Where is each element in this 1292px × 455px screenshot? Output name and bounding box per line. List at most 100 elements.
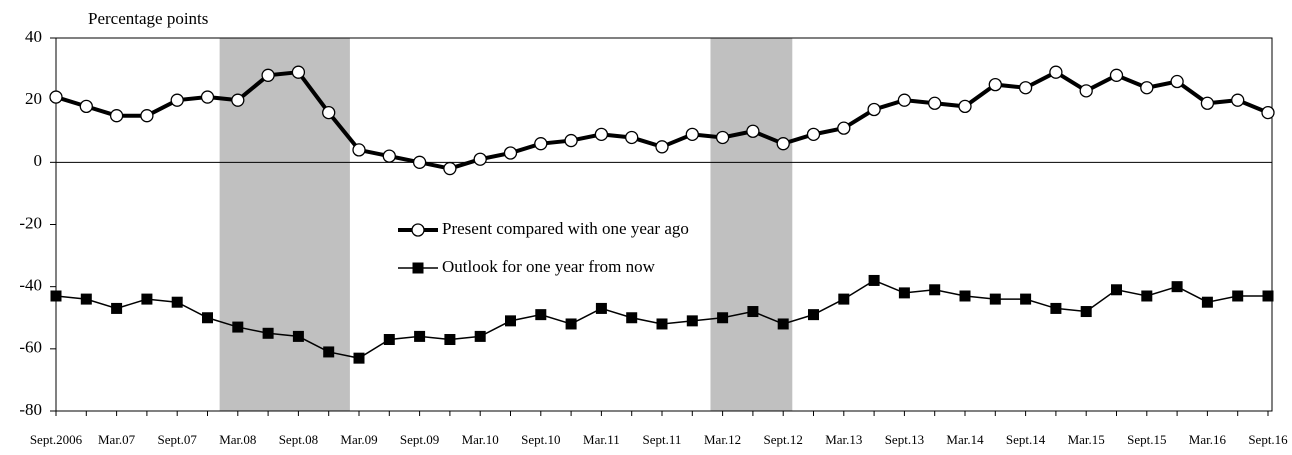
y-tick-label: -80 [19, 400, 42, 419]
point [443, 161, 457, 176]
point [958, 99, 972, 114]
x-tick-label: Sept.08 [279, 432, 318, 447]
point [505, 315, 516, 327]
legend-label: Present compared with one year ago [442, 219, 689, 238]
point [1109, 68, 1124, 82]
x-tick-label: Mar.08 [219, 432, 256, 447]
point [353, 352, 365, 364]
point [777, 318, 789, 330]
x-tick-label: Sept.15 [1127, 432, 1166, 447]
point [897, 93, 912, 107]
x-tick-label: Sept.14 [1006, 432, 1046, 447]
point [292, 330, 304, 342]
x-tick-label: Sept.09 [400, 432, 439, 447]
point [595, 302, 607, 314]
point [49, 90, 63, 104]
legend-label: Outlook for one year from now [442, 257, 656, 276]
y-axis-label: Percentage points [88, 9, 208, 28]
x-tick-label: Sept.10 [521, 432, 560, 447]
point [1171, 281, 1183, 293]
x-tick-label: Sept.16 [1248, 432, 1288, 447]
point [414, 330, 426, 342]
point [534, 137, 548, 151]
point [323, 346, 335, 358]
point [382, 149, 396, 163]
point [746, 124, 760, 138]
point [111, 302, 123, 314]
x-tick-label: Mar.14 [946, 432, 984, 447]
point [959, 290, 971, 302]
x-tick-label: Mar.15 [1068, 432, 1105, 447]
point [867, 102, 881, 117]
point [383, 334, 395, 346]
point [1201, 296, 1213, 308]
point [171, 296, 183, 308]
point [715, 130, 730, 145]
point [898, 287, 910, 299]
point [1141, 290, 1153, 302]
y-tick-label: -20 [19, 213, 42, 232]
point [1170, 74, 1184, 89]
x-tick-label: Sept.13 [885, 432, 924, 447]
point [535, 309, 547, 321]
point [989, 293, 1001, 305]
point [1020, 293, 1032, 305]
point [79, 99, 93, 114]
x-tick-label: Mar.13 [825, 432, 862, 447]
point [1262, 290, 1274, 302]
point [1232, 290, 1244, 302]
point [1231, 93, 1245, 107]
point [170, 93, 184, 107]
x-tick-label: Mar.11 [583, 432, 620, 447]
y-tick-label: -40 [19, 276, 42, 295]
point [808, 309, 819, 321]
point [322, 105, 336, 120]
legend-marker [412, 262, 424, 274]
point [1140, 81, 1154, 95]
shaded-region [710, 38, 793, 411]
point [565, 318, 577, 330]
point [503, 146, 518, 160]
x-tick-label: Sept.12 [764, 432, 803, 447]
point [717, 312, 729, 324]
point [988, 77, 1002, 92]
point [1111, 284, 1122, 296]
point [747, 306, 759, 318]
point [109, 109, 124, 123]
point [261, 68, 275, 82]
point [140, 109, 154, 123]
point [776, 137, 790, 151]
point [262, 327, 274, 339]
x-tick-label: Mar.16 [1189, 432, 1227, 447]
point [625, 130, 639, 145]
x-tick-label: Mar.07 [98, 432, 136, 447]
point [232, 321, 244, 333]
point [1050, 302, 1062, 314]
y-tick-label: 0 [34, 151, 43, 170]
point [1018, 81, 1033, 95]
point [928, 96, 942, 110]
x-tick-label: Mar.12 [704, 432, 741, 447]
y-tick-label: -60 [19, 338, 42, 357]
point [80, 293, 92, 305]
point [564, 133, 578, 148]
x-tick-label: Sept.07 [158, 432, 198, 447]
point [231, 93, 245, 107]
point [594, 127, 609, 142]
point [838, 293, 850, 305]
point [474, 330, 486, 342]
point [1200, 96, 1215, 110]
point [200, 90, 215, 104]
point [50, 290, 62, 302]
point [655, 140, 669, 154]
point [291, 65, 306, 79]
point [685, 127, 699, 142]
point [141, 293, 153, 305]
point [626, 312, 638, 324]
point [1049, 65, 1063, 79]
point [1079, 84, 1093, 98]
point [868, 274, 880, 286]
x-tick-label: Sept.11 [643, 432, 682, 447]
y-tick-label: 20 [25, 89, 42, 108]
